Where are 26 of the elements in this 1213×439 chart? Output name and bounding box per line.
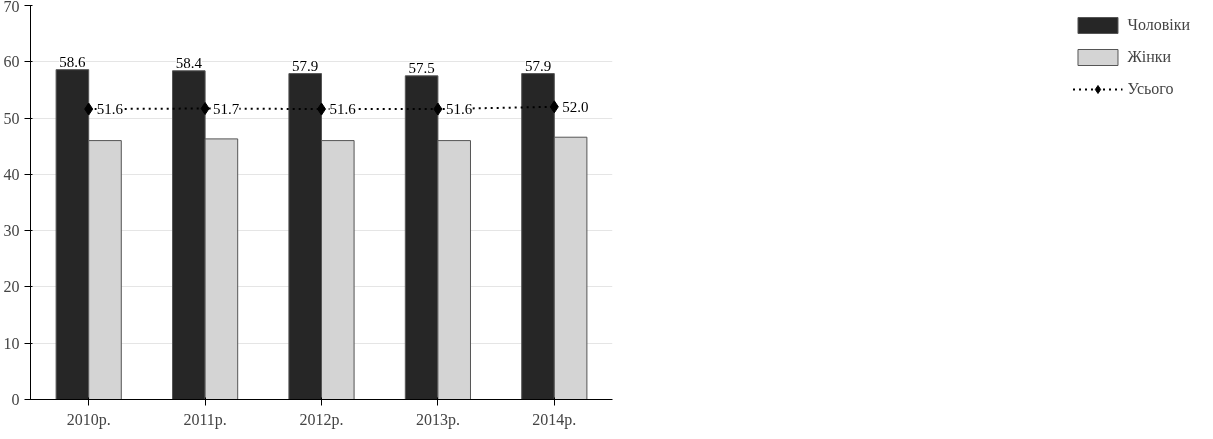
- x-tick-label: 2011р.: [183, 410, 227, 429]
- x-tick-label: 2014р.: [532, 410, 577, 429]
- data-label: 51.6: [96, 101, 124, 118]
- x-tick-label: 2013р.: [415, 410, 460, 429]
- data-label: 57.5: [408, 59, 435, 76]
- data-label: 51.6: [329, 101, 357, 118]
- y-tick-label: 20: [3, 278, 20, 296]
- y-tick-label: 50: [3, 109, 20, 127]
- data-label: 57.9: [292, 57, 319, 74]
- data-label: 58.4: [175, 54, 203, 71]
- data-label: 58.6: [59, 53, 87, 70]
- legend-label: Усього: [1127, 80, 1174, 98]
- y-tick-label: 10: [3, 334, 20, 352]
- y-tick-label: 60: [3, 53, 20, 71]
- x-tick-label: 2012р.: [299, 410, 344, 429]
- data-label: 52.0: [562, 98, 589, 115]
- x-tick-label: 2010р.: [66, 410, 111, 429]
- legend-label: Чоловіки: [1127, 16, 1190, 34]
- legend-label: Жінки: [1127, 48, 1172, 66]
- data-label: 57.9: [524, 57, 552, 74]
- data-label: 51.7: [213, 100, 240, 117]
- y-tick-label: 0: [11, 391, 20, 408]
- data-label: 51.6: [445, 101, 473, 118]
- y-tick-label: 70: [3, 0, 20, 15]
- y-tick-label: 40: [3, 165, 20, 183]
- y-tick-label: 30: [3, 222, 20, 240]
